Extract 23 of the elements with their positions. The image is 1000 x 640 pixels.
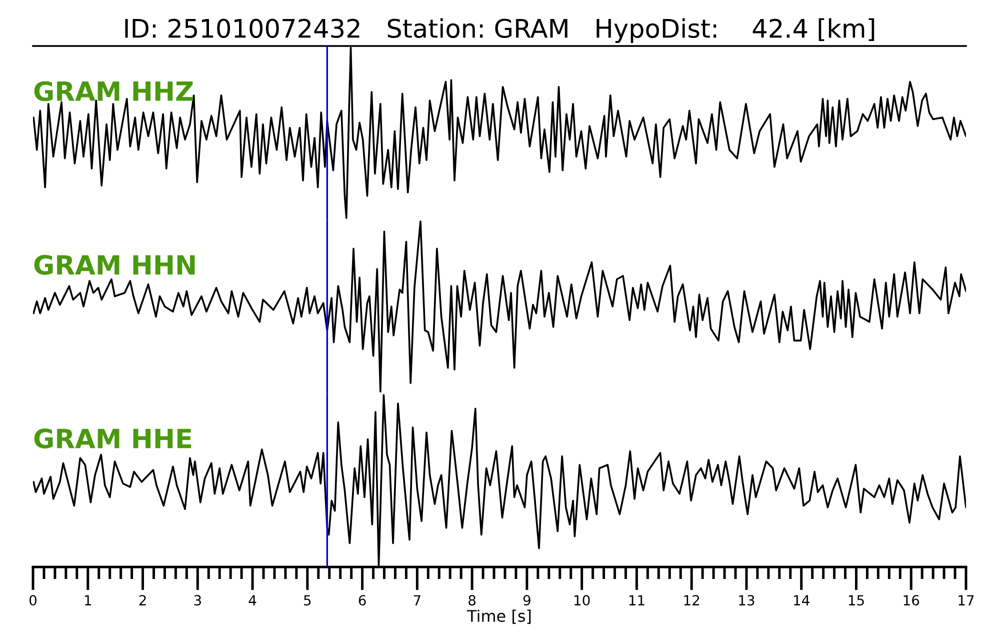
x-tick-label: 13 <box>739 595 754 606</box>
x-tick-label: 5 <box>304 595 311 606</box>
x-tick-label: 9 <box>523 595 530 606</box>
x-tick-label: 0 <box>29 595 36 606</box>
x-tick-label: 12 <box>684 595 700 606</box>
x-tick-label: 3 <box>194 595 201 606</box>
x-tick-label: 14 <box>794 595 810 606</box>
x-tick-label: 17 <box>958 595 974 606</box>
x-tick-label: 16 <box>904 595 920 606</box>
x-tick-label: 15 <box>848 595 864 606</box>
x-tick-label: 7 <box>414 595 420 606</box>
x-tick-label: 11 <box>629 595 644 606</box>
chart-title: ID: 251010072432 Station: GRAM HypoDist: 42.4 [km] <box>125 18 874 43</box>
x-tick-label: 6 <box>358 595 366 606</box>
series-label: GRAM HHE <box>34 428 192 448</box>
x-tick-label: 8 <box>468 595 476 606</box>
x-tick-label: 4 <box>248 595 256 606</box>
series-label: GRAM HHN <box>34 254 195 275</box>
x-axis-title: Time [s] <box>466 610 531 624</box>
x-tick-label: 1 <box>84 595 92 606</box>
series-label: GRAM HHZ <box>34 81 193 102</box>
x-tick-label: 10 <box>574 595 590 606</box>
x-tick-label: 2 <box>139 595 146 606</box>
